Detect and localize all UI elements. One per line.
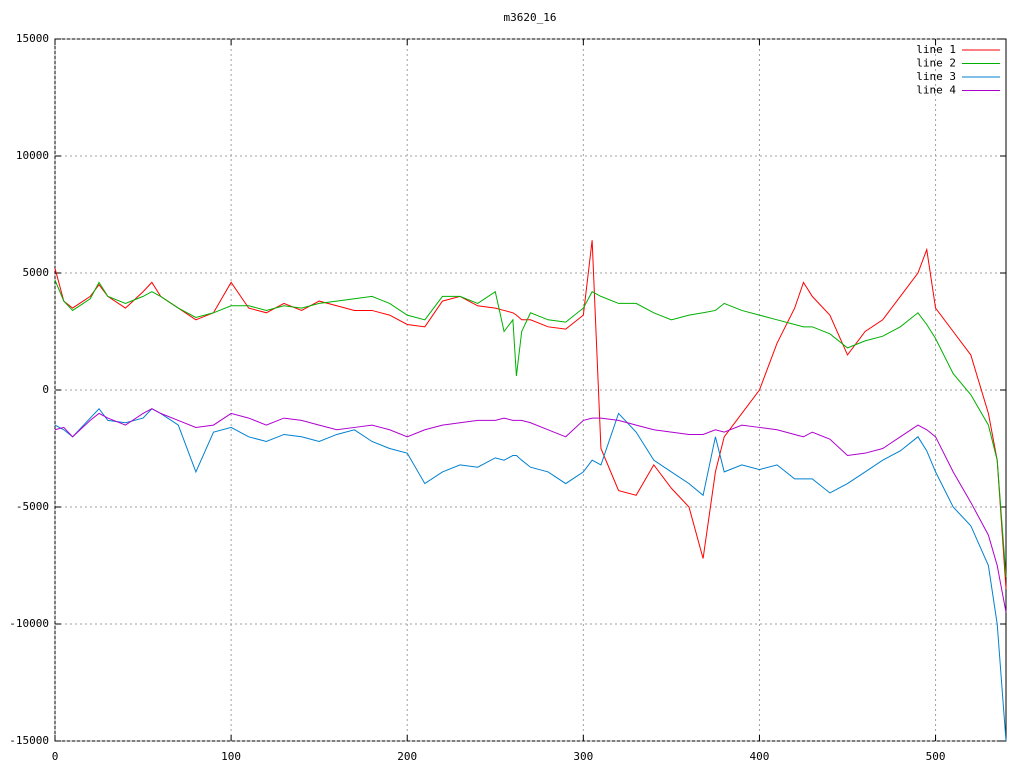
legend-label: line 1	[916, 43, 956, 56]
y-tick-label: 0	[42, 383, 49, 396]
x-tick-label: 300	[573, 750, 593, 763]
y-tick-label: 10000	[16, 149, 49, 162]
y-tick-label: 5000	[23, 266, 50, 279]
y-tick-label: -5000	[16, 500, 49, 513]
series-line	[54, 279, 1007, 578]
series-line	[54, 407, 1007, 742]
y-tick-label: -10000	[9, 617, 49, 630]
series-line	[54, 408, 1007, 613]
x-tick-label: 0	[52, 750, 59, 763]
y-tick-label: -15000	[9, 734, 49, 747]
x-tick-label: 500	[926, 750, 946, 763]
x-tick-label: 400	[750, 750, 770, 763]
legend-label: line 3	[916, 70, 956, 83]
chart-title: m3620_16	[504, 11, 557, 24]
legend-label: line 2	[916, 57, 956, 70]
legend-label: line 4	[916, 84, 956, 97]
x-tick-label: 200	[397, 750, 417, 763]
x-tick-label: 100	[221, 750, 241, 763]
series-line	[54, 240, 1007, 589]
y-tick-label: 15000	[16, 32, 49, 45]
